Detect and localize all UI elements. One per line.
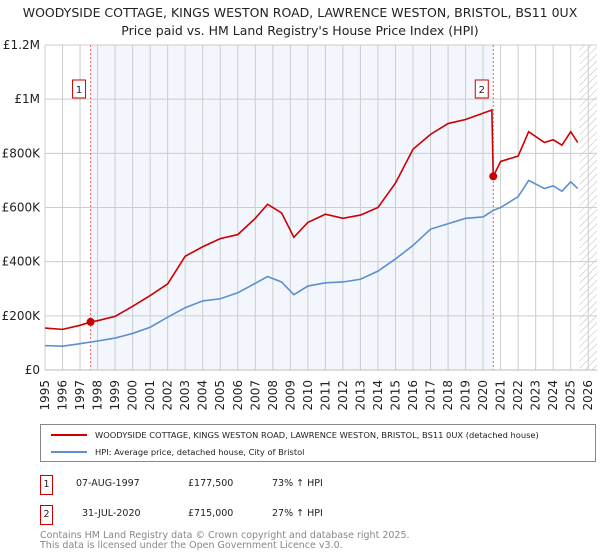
- sale-row: 2 31-JUL-2020 £715,000 27% ↑ HPI: [40, 505, 596, 525]
- y-tick-label: £200K: [2, 309, 42, 323]
- series-line: [44, 108, 579, 331]
- sale-marker-box: 2: [40, 505, 53, 525]
- sale-hpi: 27% ↑ HPI: [272, 508, 323, 519]
- y-tick-label: £800K: [2, 146, 42, 160]
- x-tick-label: 2006: [231, 380, 245, 411]
- x-tick-label: 2024: [546, 380, 560, 411]
- x-tick-label: 2020: [476, 380, 490, 411]
- y-tick-label: £1M: [14, 92, 40, 106]
- x-tick-label: 2016: [406, 380, 420, 411]
- x-tick-label: 1996: [56, 380, 70, 411]
- title-line: WOODYSIDE COTTAGE, KINGS WESTON ROAD, LA…: [22, 5, 578, 20]
- annotation-box: [474, 79, 489, 99]
- legend: WOODYSIDE COTTAGE, KINGS WESTON ROAD, LA…: [40, 424, 596, 462]
- x-tick-label: 2023: [529, 380, 543, 411]
- x-tick-label: 1997: [73, 380, 87, 411]
- sale-row: 1 07-AUG-1997 £177,500 73% ↑ HPI: [40, 475, 596, 495]
- blue-line-swatch: [51, 451, 87, 453]
- footer: Contains HM Land Registry data © Crown c…: [40, 531, 410, 551]
- y-tick-label: £0: [25, 363, 40, 377]
- x-tick-label: 2019: [459, 380, 473, 411]
- x-tick-label: 2018: [441, 380, 455, 411]
- x-tick-label: 2026: [581, 380, 595, 411]
- x-tick-label: 2005: [213, 380, 227, 411]
- legend-label: HPI: Average price, detached house, City…: [95, 447, 305, 457]
- x-tick-label: 2001: [143, 380, 157, 411]
- x-tick-label: 2017: [424, 380, 438, 411]
- price-chart: 1995 1996 1997 1998 1999 2000 2001 2002 2003 2004…: [2, 38, 597, 411]
- x-tick-label: 1995: [38, 380, 52, 411]
- sale-date: 31-JUL-2020: [82, 508, 141, 519]
- chart-title: WOODYSIDE COTTAGE, KINGS WESTON ROAD, LA…: [0, 4, 600, 40]
- legend-item-hpi: HPI: Average price, detached house, City…: [51, 447, 591, 457]
- x-tick-label: 2011: [318, 380, 332, 411]
- x-tick-label: 2008: [266, 380, 280, 411]
- x-tick-label: 2000: [126, 380, 140, 411]
- x-tick-label: 2025: [564, 380, 578, 411]
- y-tick-label: £600K: [2, 201, 42, 215]
- sale-price: £715,000: [188, 508, 234, 519]
- x-tick-label: 2007: [248, 380, 262, 411]
- x-tick-label: 2021: [494, 380, 508, 411]
- x-tick-label: 2004: [196, 380, 210, 411]
- x-tick-label: 2022: [511, 380, 525, 411]
- x-tick-label: 2010: [301, 380, 315, 411]
- x-tick-label: 1999: [108, 380, 122, 411]
- x-tick-label: 2014: [371, 380, 385, 411]
- annotation-label: 1: [76, 85, 82, 96]
- legend-item-property: WOODYSIDE COTTAGE, KINGS WESTON ROAD, LA…: [51, 430, 591, 440]
- sale-price: £177,500: [188, 478, 234, 489]
- sale-hpi: 73% ↑ HPI: [272, 478, 323, 489]
- footer-line: This data is licensed under the Open Gov…: [40, 540, 343, 551]
- annotation-box: [72, 79, 87, 99]
- legend-label: WOODYSIDE COTTAGE, KINGS WESTON ROAD, LA…: [95, 430, 539, 440]
- subtitle-line: Price paid vs. HM Land Registry's House …: [121, 23, 479, 38]
- x-tick-label: 2002: [161, 380, 175, 411]
- series-line: [44, 179, 579, 347]
- annotation-label: 2: [479, 85, 485, 96]
- sale-point: [489, 172, 498, 181]
- sale-date: 07-AUG-1997: [76, 478, 140, 489]
- x-tick-label: 2003: [178, 380, 192, 411]
- footer-line: Contains HM Land Registry data © Crown c…: [40, 530, 410, 541]
- y-tick-label: £1.2M: [3, 38, 40, 52]
- x-tick-label: 2015: [388, 380, 402, 411]
- y-tick-label: £400K: [2, 255, 42, 269]
- sale-marker-box: 1: [40, 475, 53, 495]
- x-tick-label: 2009: [283, 380, 297, 411]
- x-tick-label: 2012: [336, 380, 350, 411]
- x-tick-label: 1998: [91, 380, 105, 411]
- sale-point: [86, 317, 95, 326]
- red-line-swatch: [51, 434, 87, 436]
- x-tick-label: 2013: [353, 380, 367, 411]
